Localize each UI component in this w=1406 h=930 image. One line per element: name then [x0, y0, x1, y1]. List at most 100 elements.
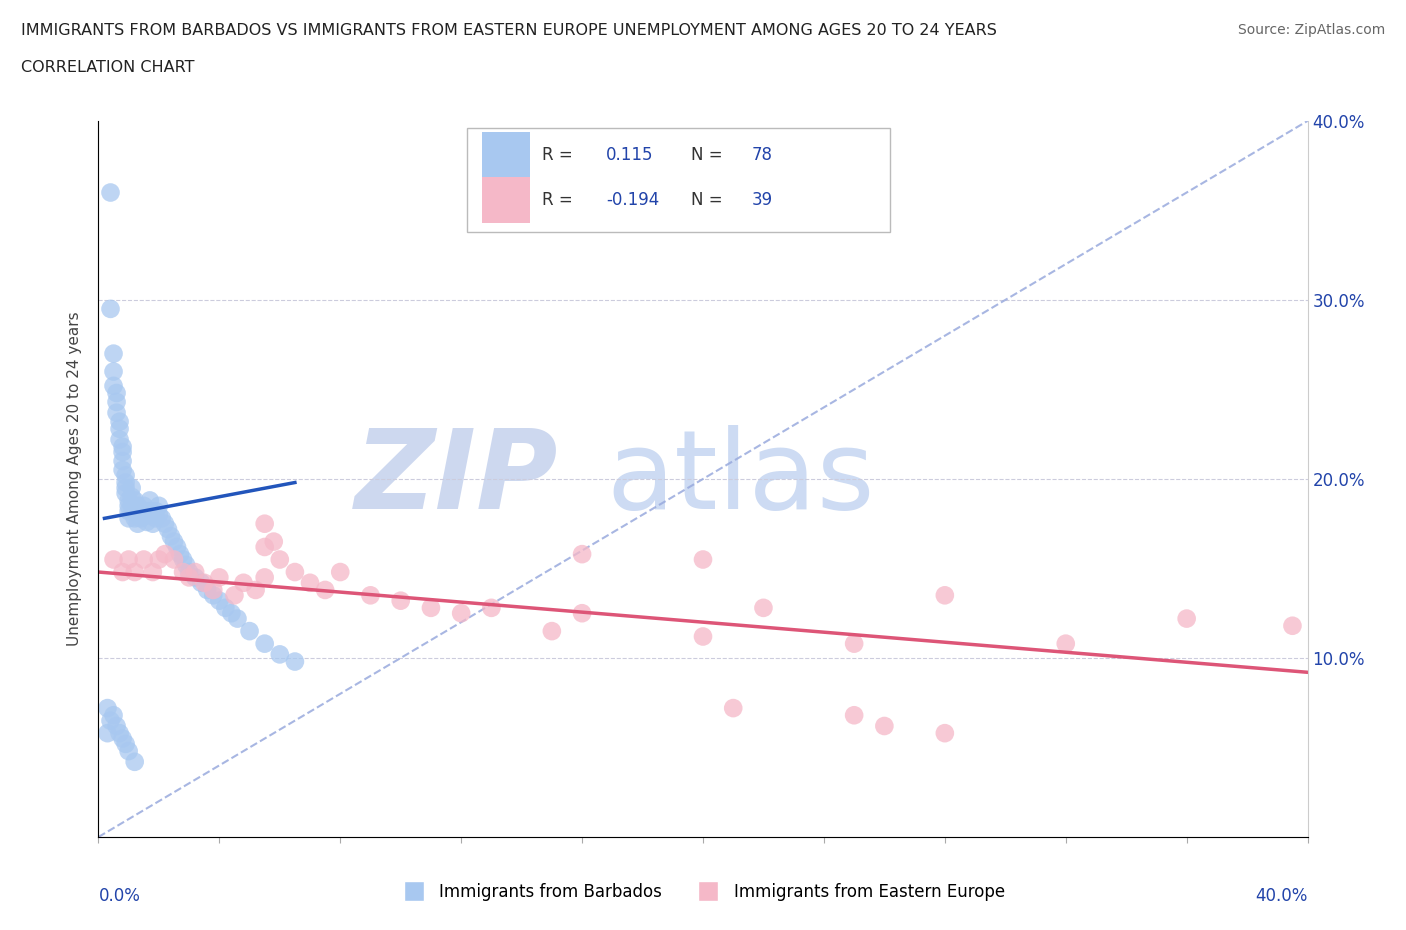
Point — [121, 489, 143, 504]
Point — [118, 744, 141, 759]
Point — [100, 185, 122, 200]
Point — [299, 576, 322, 591]
Point — [111, 439, 134, 454]
Text: N =: N = — [690, 146, 728, 164]
Point — [202, 582, 225, 597]
Point — [269, 647, 291, 662]
Point — [208, 593, 231, 608]
Point — [226, 611, 249, 626]
Point — [103, 379, 125, 393]
Point — [145, 504, 167, 519]
Point — [179, 570, 201, 585]
Point — [692, 629, 714, 644]
Point — [153, 547, 176, 562]
Point — [111, 731, 134, 746]
Point — [132, 498, 155, 513]
Text: 40.0%: 40.0% — [1256, 887, 1308, 905]
Point — [108, 421, 131, 436]
Point — [108, 414, 131, 429]
Point — [124, 493, 146, 508]
Text: CORRELATION CHART: CORRELATION CHART — [21, 60, 194, 75]
Point — [132, 552, 155, 567]
Point — [202, 588, 225, 603]
Point — [118, 552, 141, 567]
Point — [100, 301, 122, 316]
Point — [124, 565, 146, 579]
Point — [127, 516, 149, 531]
Text: 0.0%: 0.0% — [98, 887, 141, 905]
Point — [269, 552, 291, 567]
Point — [284, 654, 307, 669]
Point — [253, 636, 276, 651]
Point — [114, 737, 136, 751]
Point — [1281, 618, 1303, 633]
Point — [253, 539, 276, 554]
Point — [153, 516, 176, 531]
Point — [114, 485, 136, 500]
Text: 78: 78 — [751, 146, 772, 164]
Point — [139, 504, 162, 519]
Point — [190, 576, 212, 591]
Point — [103, 364, 125, 379]
Point — [163, 552, 186, 567]
Point — [148, 498, 170, 513]
Text: R =: R = — [543, 146, 578, 164]
Point — [129, 511, 152, 525]
Point — [844, 708, 866, 723]
Point — [135, 504, 157, 519]
Point — [692, 552, 714, 567]
Point — [105, 394, 128, 409]
Text: IMMIGRANTS FROM BARBADOS VS IMMIGRANTS FROM EASTERN EUROPE UNEMPLOYMENT AMONG AG: IMMIGRANTS FROM BARBADOS VS IMMIGRANTS F… — [21, 23, 997, 38]
Point — [142, 516, 165, 531]
Point — [156, 522, 179, 537]
Point — [571, 547, 593, 562]
Point — [934, 725, 956, 740]
Point — [873, 719, 896, 734]
Point — [118, 493, 141, 508]
Point — [118, 498, 141, 513]
Point — [174, 557, 197, 572]
Point — [160, 529, 183, 544]
Point — [132, 509, 155, 524]
Point — [105, 386, 128, 401]
Point — [1054, 636, 1077, 651]
Point — [111, 565, 134, 579]
Point — [420, 601, 443, 616]
Point — [224, 588, 246, 603]
Point — [108, 432, 131, 447]
Point — [329, 565, 352, 579]
Point — [121, 498, 143, 513]
Point — [148, 552, 170, 567]
Point — [571, 605, 593, 620]
Point — [135, 514, 157, 529]
Text: -0.194: -0.194 — [606, 191, 659, 208]
Point — [389, 593, 412, 608]
Point — [208, 570, 231, 585]
Point — [108, 725, 131, 740]
Point — [124, 504, 146, 519]
Text: 0.115: 0.115 — [606, 146, 654, 164]
Point — [195, 582, 218, 597]
Point — [124, 754, 146, 769]
Point — [139, 493, 162, 508]
Point — [121, 481, 143, 496]
Point — [100, 713, 122, 728]
Point — [314, 582, 336, 597]
Point — [723, 700, 745, 715]
Point — [172, 565, 194, 579]
FancyBboxPatch shape — [482, 177, 530, 223]
Point — [360, 588, 382, 603]
Point — [481, 601, 503, 616]
Point — [103, 552, 125, 567]
Point — [253, 516, 276, 531]
Point — [114, 481, 136, 496]
Point — [540, 624, 562, 639]
Point — [232, 576, 254, 591]
Point — [172, 552, 194, 567]
Point — [221, 605, 243, 620]
Point — [96, 700, 118, 715]
Point — [103, 708, 125, 723]
Text: Source: ZipAtlas.com: Source: ZipAtlas.com — [1237, 23, 1385, 37]
Point — [166, 539, 188, 554]
FancyBboxPatch shape — [482, 132, 530, 179]
